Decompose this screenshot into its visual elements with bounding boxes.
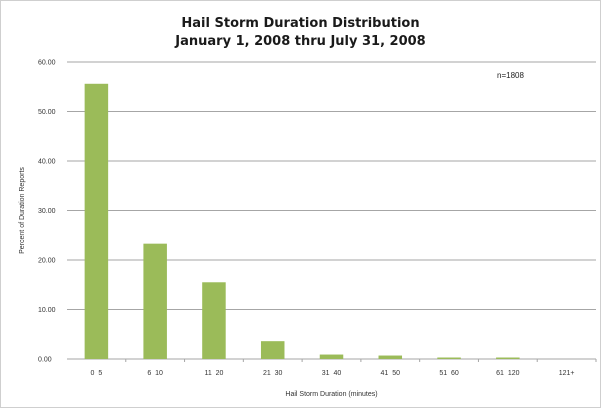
y-tick-label: 20.00 [38, 258, 56, 265]
chart-title: Hail Storm Duration Distribution [181, 16, 420, 31]
x-tick-label: 6 10 [147, 370, 163, 377]
y-tick-label: 50.00 [38, 109, 56, 116]
x-tick-label: 61 120 [496, 370, 519, 377]
x-tick-label: 31 40 [322, 370, 342, 377]
bar [202, 282, 226, 359]
y-tick-label: 0.00 [38, 357, 52, 364]
x-tick-label: 41 50 [381, 370, 401, 377]
y-tick-label: 40.00 [38, 159, 56, 166]
y-tick-label: 30.00 [38, 208, 56, 215]
bar [143, 243, 167, 359]
y-tick-label: 60.00 [38, 60, 56, 67]
bar [378, 355, 403, 359]
bar [319, 354, 344, 359]
x-axis-ticks: 0 5 6 10 11 20 21 30 31 40 41 50 51 60 61 120 12… [91, 359, 597, 377]
chart-subtitle: January 1, 2008 thru July 31, 2008 [175, 34, 426, 49]
x-tick-label: 121+ [559, 370, 575, 377]
x-tick-label: 21 30 [263, 370, 283, 377]
y-tick-label: 10.00 [38, 307, 56, 314]
sample-size-annotation: n=1808 [497, 71, 524, 80]
y-axis-label: Percent of Duration Reports [19, 167, 26, 254]
x-tick-label: 0 5 [91, 370, 103, 377]
bar [496, 357, 520, 359]
bar [84, 83, 109, 359]
x-axis-label: Hail Storm Duration (minutes) [285, 391, 377, 398]
bar [260, 341, 285, 359]
bar [437, 357, 461, 359]
x-tick-label: 11 20 [204, 370, 223, 377]
x-tick-label: 51 60 [439, 370, 459, 377]
y-axis-ticks: 0.00 10.00 20.00 30.00 40.00 50.00 60.00 [38, 60, 56, 364]
bars [84, 83, 520, 359]
